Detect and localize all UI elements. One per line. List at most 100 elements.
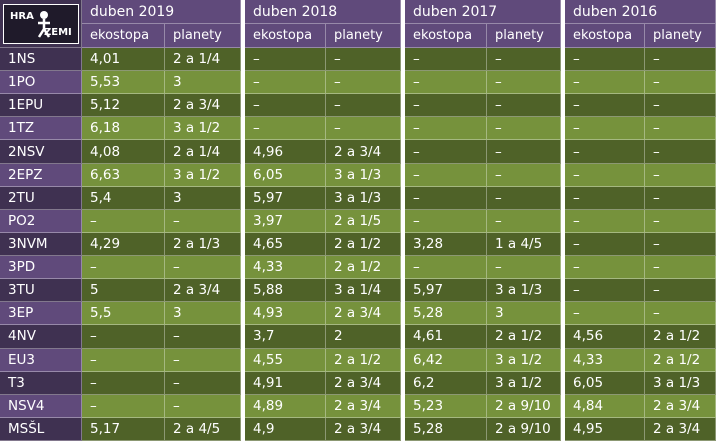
table-cell: – [645,94,716,118]
row-label: 1EPU [0,94,82,118]
table-cell: 2 a 1/2 [645,348,716,372]
table-cell: – [565,71,645,95]
table-cell: 5 [82,279,165,303]
table-cell: 4,33 [245,256,326,280]
table-cell: 2 a 3/4 [326,371,401,395]
table-cell: 6,05 [565,371,645,395]
table-cell: 4,29 [82,232,165,257]
column-header: planety [645,24,716,48]
table-cell: – [82,256,165,280]
table-cell: – [565,209,645,233]
table-cell: 4,95 [565,417,645,441]
table-cell: 4,56 [565,325,645,349]
row-label: 3EP [0,302,82,326]
table-cell: 6,42 [405,348,487,372]
table-cell: – [165,371,241,395]
table-cell: – [487,163,561,187]
table-cell: – [487,48,561,72]
table-cell: 5,53 [82,71,165,95]
table-cell: 2 a 3/4 [326,417,401,441]
table-cell: – [565,256,645,280]
table-cell: 4,93 [245,302,326,326]
table-cell: – [82,209,165,233]
table-cell: 5,4 [82,186,165,210]
table-cell: 5,97 [245,186,326,210]
table-cell: – [645,186,716,210]
table-cell: 3 a 1/3 [326,186,401,210]
table-cell: – [326,94,401,118]
table-cell: 2 a 3/4 [645,417,716,441]
column-header: ekostopa [82,24,165,48]
table-cell: 3 a 1/2 [487,371,561,395]
table-cell: 2 a 3/4 [165,279,241,303]
table-cell: 4,65 [245,232,326,257]
table-cell: – [645,48,716,72]
table-cell: – [645,117,716,141]
table-cell: – [487,209,561,233]
table-cell: 5,97 [405,279,487,303]
table-cell: 5,12 [82,94,165,118]
table-cell: 3,7 [245,325,326,349]
table-cell: – [487,71,561,95]
column-header: ekostopa [245,24,326,48]
table-cell: 4,61 [405,325,487,349]
column-header: planety [165,24,241,48]
table-cell: 3 [487,302,561,326]
column-header: planety [487,24,561,48]
table-cell: – [405,186,487,210]
logo-text: HRA [10,11,34,22]
table-cell: – [645,256,716,280]
row-label: 2EPZ [0,163,82,187]
table-cell: – [405,256,487,280]
table-cell: – [565,279,645,303]
table-cell: – [565,186,645,210]
table-cell: – [565,117,645,141]
table-cell: – [82,371,165,395]
table-cell: – [165,256,241,280]
table-cell: 3 a 1/2 [165,117,241,141]
table-cell: 5,28 [405,302,487,326]
table-cell: – [565,302,645,326]
table-cell: 3,97 [245,209,326,233]
table-cell: 2 a 3/4 [645,394,716,418]
table-cell: – [645,140,716,164]
table-cell: – [165,209,241,233]
table-cell: – [565,163,645,187]
table-cell: – [82,348,165,372]
table-cell: – [326,48,401,72]
table-cell: 2 a 9/10 [487,394,561,418]
table-cell: – [645,302,716,326]
table-cell: 4,91 [245,371,326,395]
table-cell: 6,63 [82,163,165,187]
table-cell: 2 a 1/2 [645,325,716,349]
table-cell: – [487,186,561,210]
table-cell: 1 a 4/5 [487,232,561,257]
table-cell: 2 a 1/2 [326,256,401,280]
table-cell: 6,2 [405,371,487,395]
table-cell: 2 a 1/2 [326,232,401,257]
group-header: duben 2018 [245,0,401,24]
table-cell: – [645,279,716,303]
row-label: NSV4 [0,394,82,418]
table-cell: – [165,325,241,349]
row-label: MSŠL [0,417,82,441]
table-cell: – [326,117,401,141]
table-cell: 4,9 [245,417,326,441]
logo-figure [37,11,51,38]
table-cell: 3,28 [405,232,487,257]
table-cell: 5,5 [82,302,165,326]
row-label: 3PD [0,256,82,280]
table-cell: 2 a 3/4 [326,140,401,164]
group-header: duben 2017 [405,0,561,24]
logo: HRA ZEMI [3,4,79,44]
table-cell: 2 a 9/10 [487,417,561,441]
table-cell: – [405,48,487,72]
table-cell: – [165,394,241,418]
table-cell: – [565,94,645,118]
table-cell: 3 [165,71,241,95]
table-cell: 2 a 1/4 [165,48,241,72]
table-cell: – [405,71,487,95]
row-label: 2TU [0,186,82,210]
table-cell: – [245,117,326,141]
